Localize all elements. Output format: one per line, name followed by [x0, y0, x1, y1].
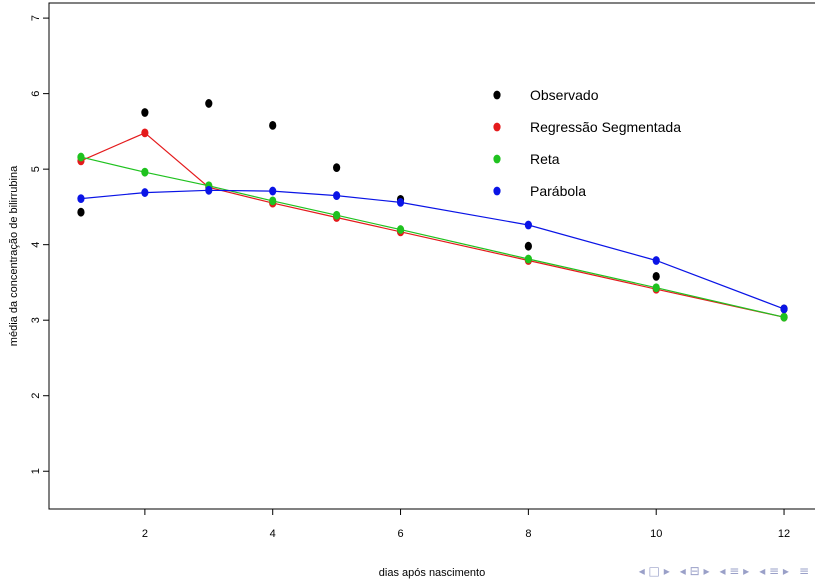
- slide-nav-icon[interactable]: ◂ □ ▸: [638, 564, 670, 578]
- y-axis-title: média da concentração de bilirrubina: [8, 165, 20, 346]
- series-point-0: [524, 241, 532, 251]
- series-point-3: [333, 191, 341, 200]
- series-point-2: [141, 167, 149, 177]
- plot-frame: [48, 2, 815, 510]
- series-point-0: [205, 99, 213, 108]
- series-point-1: [141, 128, 149, 138]
- x-tick-label: 6: [397, 528, 403, 540]
- legend-marker: [493, 186, 501, 196]
- series-point-0: [652, 271, 660, 281]
- series-point-0: [333, 163, 341, 173]
- y-tick-label: 4: [30, 242, 42, 248]
- y-tick-label: 6: [30, 91, 42, 97]
- y-tick-label: 1: [30, 468, 42, 474]
- series-point-3: [269, 186, 277, 196]
- y-tick-label: 3: [30, 317, 42, 323]
- series-line-1: [80, 132, 785, 318]
- series-points: [77, 99, 788, 322]
- series-point-3: [77, 194, 85, 204]
- series-point-2: [333, 210, 341, 220]
- series-point-3: [141, 188, 149, 197]
- legend-label: Reta: [530, 151, 560, 167]
- beamer-navigation: ◂ □ ▸ ◂ ⊟ ▸ ◂ ≡ ▸ ◂ ≡ ▸ ≡: [639, 564, 809, 578]
- legend: Observado Regressão Segmentada Reta Parábol…: [493, 87, 681, 199]
- x-axis-title: dias após nascimento: [379, 567, 485, 579]
- series-lines: [80, 132, 785, 318]
- x-tick-label: 12: [778, 528, 790, 540]
- series-point-2: [524, 254, 532, 264]
- series-point-2: [77, 152, 85, 162]
- y-tick-label: 2: [30, 393, 42, 399]
- x-tick-label: 10: [650, 528, 662, 540]
- legend-label: Parábola: [530, 183, 586, 199]
- frame-nav-icon[interactable]: ◂ ⊟ ▸: [679, 564, 710, 578]
- series-point-0: [77, 207, 85, 217]
- series-point-2: [269, 196, 277, 206]
- series-point-2: [396, 225, 405, 234]
- legend-label: Regressão Segmentada: [530, 119, 681, 135]
- series-point-3: [205, 185, 213, 195]
- y-axis: 1 2 3 4 5 6 7: [30, 15, 49, 474]
- series-point-3: [652, 256, 660, 265]
- series-line-3: [80, 189, 785, 310]
- x-tick-label: 2: [142, 528, 148, 540]
- legend-marker: [493, 154, 501, 164]
- series-point-3: [396, 197, 405, 207]
- legend-label: Observado: [530, 87, 599, 103]
- section-nav-icon[interactable]: ◂ ≡ ▸: [759, 564, 789, 578]
- y-tick-label: 5: [30, 166, 42, 172]
- series-line-2: [80, 156, 785, 318]
- series-point-3: [780, 304, 788, 314]
- subsection-nav-icon[interactable]: ◂ ≡ ▸: [719, 564, 750, 578]
- search-menu-icon[interactable]: ≡: [798, 564, 809, 578]
- legend-marker: [493, 122, 501, 132]
- series-point-2: [652, 283, 660, 293]
- x-tick-label: 4: [270, 528, 276, 540]
- series-point-0: [269, 120, 277, 130]
- series-point-2: [780, 312, 788, 322]
- y-tick-label: 7: [30, 15, 42, 21]
- series-point-3: [524, 220, 532, 230]
- x-tick-label: 8: [525, 528, 531, 540]
- series-point-0: [141, 108, 149, 117]
- legend-marker: [493, 90, 501, 100]
- x-axis: 2 4 6 8 10 12: [142, 509, 790, 540]
